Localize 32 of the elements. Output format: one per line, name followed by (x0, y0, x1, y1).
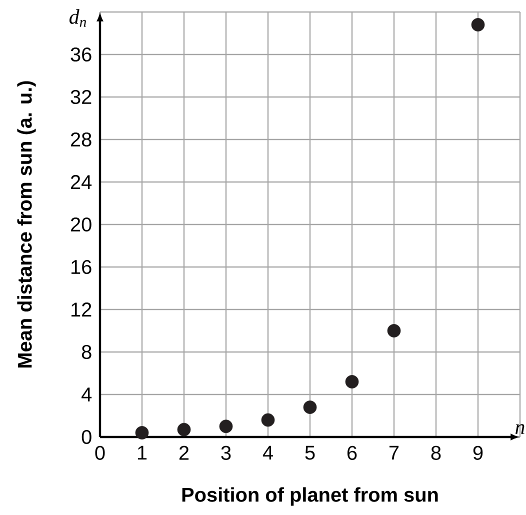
annotation: n (516, 424, 524, 434)
y-axis-title: Mean distance from sun (a. u.) (17, 81, 36, 368)
y-tick-label: 32 (70, 90, 92, 104)
y-tick-label: 20 (70, 217, 92, 232)
x-tick-label: 8 (431, 446, 441, 460)
point (261, 413, 275, 427)
text: d$_{n}$ (70, 9, 86, 27)
x-tick-label: 3 (221, 446, 231, 460)
point (471, 18, 485, 32)
y-tick-label: 36 (70, 47, 92, 62)
y-tick-label: 12 (72, 302, 92, 316)
y-tick-label: 8 (82, 344, 92, 360)
point (177, 422, 191, 436)
y-tick-label: 0 (82, 430, 92, 444)
x-tick-label: 2 (179, 446, 189, 460)
x-axis-title: Position of planet from sun (182, 487, 438, 506)
x-tick-label: 4 (262, 446, 273, 460)
point (219, 420, 233, 434)
x-tick-label: 7 (389, 446, 399, 460)
point (387, 324, 401, 338)
x-tick-label: 1 (138, 446, 147, 460)
y-tick-label: 4 (82, 388, 92, 402)
x-tick-label: 6 (347, 446, 357, 460)
x-tick-label: 9 (473, 446, 483, 460)
y-tick-label: 24 (70, 175, 92, 189)
y-tick-label: 28 (70, 132, 92, 147)
point (135, 426, 149, 440)
x-tick-label: 5 (305, 446, 315, 460)
point (345, 375, 359, 388)
y-tick-label: 16 (72, 260, 92, 274)
x-tick-label: 0 (95, 446, 105, 460)
point (303, 400, 317, 414)
